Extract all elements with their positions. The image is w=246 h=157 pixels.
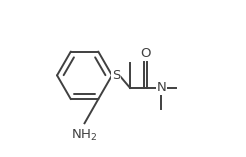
Text: O: O [140,47,151,60]
Text: S: S [112,69,120,82]
Text: NH$_2$: NH$_2$ [71,128,98,143]
Text: N: N [157,81,166,94]
